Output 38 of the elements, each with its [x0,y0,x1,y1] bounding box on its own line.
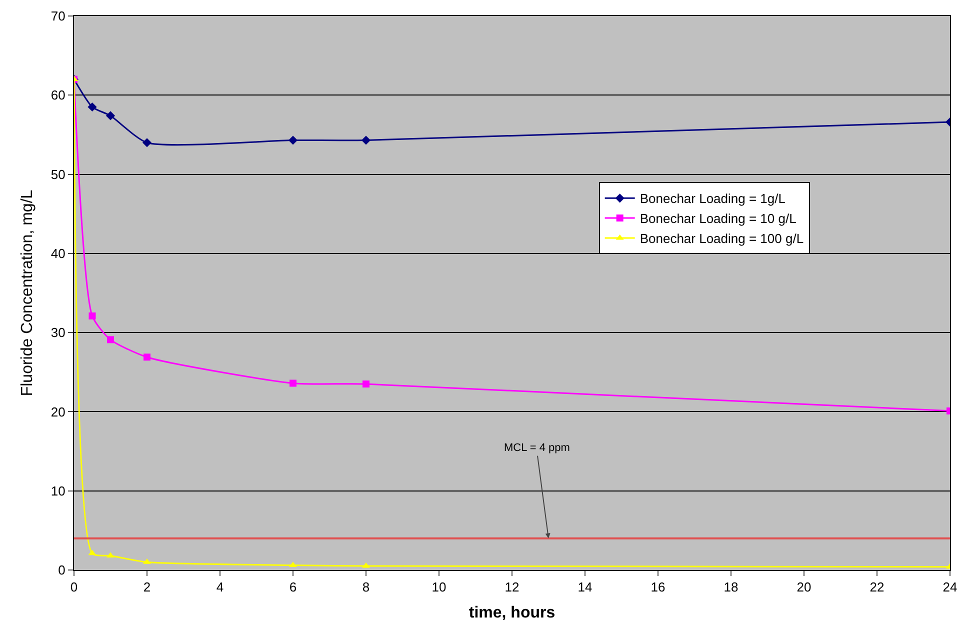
y-tick-label: 50 [50,166,66,182]
y-tick-label: 70 [50,8,66,24]
x-tick-label: 18 [724,580,738,595]
x-tick-label: 10 [432,580,446,595]
point [142,138,152,148]
x-tick-label: 14 [578,580,592,595]
y-tick-label: 10 [50,483,66,498]
point [362,380,370,388]
point [88,312,96,320]
x-tick-label: 6 [289,580,297,595]
point [144,354,150,361]
y-tick-label: 20 [50,404,66,420]
y-axis-title: Fluoride Concentration, mg/L [19,190,36,396]
point [106,111,116,120]
y-tick-label: 30 [50,325,66,340]
x-tick-label: 20 [796,580,812,595]
point [88,550,96,556]
y-tick-label: 40 [50,246,66,261]
point [361,136,371,145]
x-tick-label: 8 [362,580,370,595]
x-tick-label: 0 [70,580,78,595]
y-tick-label: 0 [58,562,66,578]
x-tick-label: 4 [216,580,224,595]
annotation: MCL = 4 ppm [504,442,570,454]
point [290,380,296,387]
legend-label: Bonechar Loading = 10 g/L [640,211,796,226]
point [107,336,114,344]
x-tick-label: 16 [650,580,666,595]
legend-label: Bonechar Loading = 100 g/L [640,231,804,246]
point [288,136,298,145]
point [88,102,97,112]
y-tick-label: 60 [50,88,66,103]
x-tick-label: 2 [143,580,151,595]
x-tick-label: 12 [504,580,520,595]
x-axis-title: time, hours [468,604,556,622]
x-tick-label: 24 [942,580,958,595]
legend-label: Bonechar Loading = 1g/L [640,191,786,206]
x-tick-label: 22 [870,580,884,595]
